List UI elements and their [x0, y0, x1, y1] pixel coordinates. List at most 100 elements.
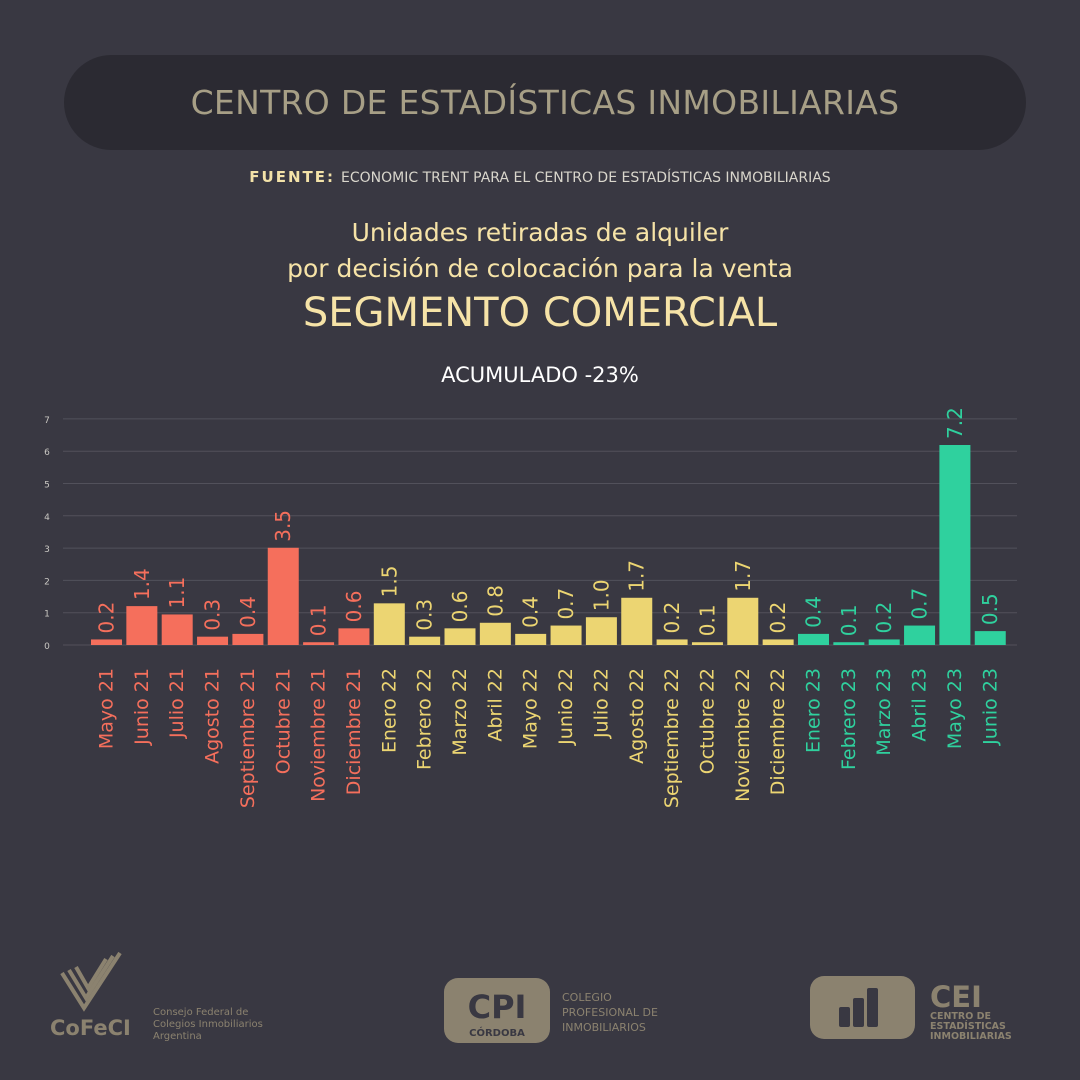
x-tick-label: Diciembre 21	[343, 668, 365, 795]
x-tick-label: Marzo 22	[449, 668, 471, 756]
x-tick-label: Julio 21	[166, 668, 188, 739]
cei-name: CEI	[930, 980, 982, 1014]
data-label: 0.1	[837, 604, 861, 636]
y-tick-label: 2	[44, 577, 50, 587]
bar	[267, 547, 299, 645]
x-tick-label: Mayo 23	[944, 668, 966, 749]
data-label: 0.3	[413, 599, 437, 631]
bar-chart: 0 1 2 3 4 5 6 7 0.2 Mayo 21 1.4 Junio 21 1.1 Julio 21…	[44, 407, 1017, 808]
data-label: 0.3	[201, 599, 225, 631]
data-label: 0.1	[307, 604, 331, 636]
x-tick-label: Febrero 22	[414, 668, 436, 770]
data-label: 1.5	[377, 566, 401, 598]
bar	[161, 614, 193, 645]
bar	[939, 444, 971, 645]
y-tick-label: 3	[44, 545, 50, 555]
accumulated-value: ACUMULADO -23%	[441, 363, 639, 387]
data-label: 0.7	[908, 588, 932, 620]
data-label: 3.5	[271, 510, 295, 542]
cpi-logo: CPI CÓRDOBA COLEGIO PROFESIONAL DE INMOB…	[444, 978, 658, 1043]
data-label: 0.4	[519, 596, 543, 628]
bar	[479, 622, 511, 645]
x-tick-label: Marzo 23	[873, 668, 895, 756]
chart-title: SEGMENTO COMERCIAL	[302, 290, 778, 336]
cpi-line1: COLEGIO	[562, 991, 612, 1004]
chart-subtitle-line2: por decisión de colocación para la venta	[287, 254, 793, 283]
cofeci-logo: CoFeCI Consejo Federal de Colegios Inmob…	[50, 951, 263, 1042]
data-label: 0.8	[483, 585, 507, 617]
x-tick-label: Septiembre 21	[237, 668, 259, 808]
bar	[515, 633, 547, 645]
bar	[762, 639, 794, 645]
source-line: FUENTE: ECONOMIC TRENT PARA EL CENTRO DE …	[0, 168, 1080, 186]
bar	[197, 636, 229, 645]
cei-line3: INMOBILIARIAS	[930, 1031, 1012, 1042]
data-label: 0.2	[95, 602, 119, 634]
y-tick-label: 4	[44, 513, 50, 523]
cei-line1: CENTRO DE	[930, 1011, 991, 1022]
y-tick-label: 5	[44, 481, 50, 491]
x-tick-label: Agosto 22	[626, 668, 648, 764]
data-label: 0.7	[554, 588, 578, 620]
data-label: 1.7	[731, 560, 755, 592]
x-tick-label: Octubre 22	[696, 668, 718, 774]
x-tick-label: Junio 23	[979, 668, 1001, 746]
x-tick-label: Abril 23	[909, 668, 931, 742]
x-tick-label: Mayo 21	[96, 668, 118, 749]
bar-chart-icon	[839, 988, 878, 1027]
data-label: 1.1	[165, 577, 189, 609]
source-label: FUENTE:	[249, 168, 335, 186]
cofeci-line2: Colegios Inmobiliarios	[153, 1019, 263, 1030]
x-tick-label: Enero 23	[803, 668, 825, 753]
x-tick-label: Noviembre 22	[732, 668, 754, 802]
y-tick-label: 1	[44, 610, 50, 620]
x-tick-label: Diciembre 22	[767, 668, 789, 795]
x-tick-label: Julio 22	[590, 668, 612, 739]
data-label: 1.4	[130, 568, 154, 600]
bar	[550, 625, 582, 645]
x-tick-label: Septiembre 22	[661, 668, 683, 808]
bar	[904, 625, 936, 645]
cpi-badge	[444, 978, 550, 1043]
chart-subtitle-line1: Unidades retiradas de alquiler	[351, 218, 729, 247]
data-label: 0.2	[660, 602, 684, 634]
bar	[373, 603, 405, 645]
footer-logos: CoFeCI Consejo Federal de Colegios Inmob…	[50, 951, 1012, 1043]
data-label: 0.2	[872, 602, 896, 634]
data-label: 0.1	[695, 604, 719, 636]
data-label: 0.6	[448, 591, 472, 623]
x-tick-label: Mayo 22	[520, 668, 542, 749]
bar	[409, 636, 441, 645]
x-tick-label: Abril 22	[484, 668, 506, 742]
cei-logo: CEI CENTRO DE ESTADÍSTICAS INMOBILIARIAS	[810, 976, 1012, 1042]
y-tick-label: 0	[44, 642, 50, 652]
bar	[656, 639, 688, 645]
y-tick-label: 6	[44, 448, 50, 458]
bar	[727, 597, 759, 645]
bar	[91, 639, 122, 645]
data-label: 0.2	[766, 602, 790, 634]
x-tick-label: Octubre 21	[272, 668, 294, 774]
bar	[232, 633, 264, 645]
bar	[338, 628, 370, 645]
cofeci-line1: Consejo Federal de	[153, 1007, 248, 1018]
cofeci-line3: Argentina	[153, 1031, 202, 1042]
x-tick-label: Junio 22	[555, 668, 577, 746]
cpi-city: CÓRDOBA	[469, 1026, 525, 1039]
bar	[126, 606, 158, 645]
data-label: 0.5	[978, 593, 1002, 625]
data-label: 7.2	[943, 407, 967, 439]
header-title: CENTRO DE ESTADÍSTICAS INMOBILIARIAS	[190, 83, 900, 122]
bar	[303, 642, 335, 645]
cofeci-check-icon	[60, 951, 122, 1012]
bar	[868, 639, 900, 645]
x-tick-label: Junio 21	[131, 668, 153, 746]
x-tick-label: Febrero 23	[838, 668, 860, 770]
cpi-badge-text: CPI	[468, 988, 527, 1026]
header-banner: CENTRO DE ESTADÍSTICAS INMOBILIARIAS	[64, 55, 1026, 150]
data-label: 1.7	[625, 560, 649, 592]
x-tick-label: Enero 22	[378, 668, 400, 753]
bar	[691, 642, 723, 645]
y-tick-label: 7	[44, 416, 50, 426]
source-text: ECONOMIC TRENT PARA EL CENTRO DE ESTADÍS…	[341, 170, 831, 186]
